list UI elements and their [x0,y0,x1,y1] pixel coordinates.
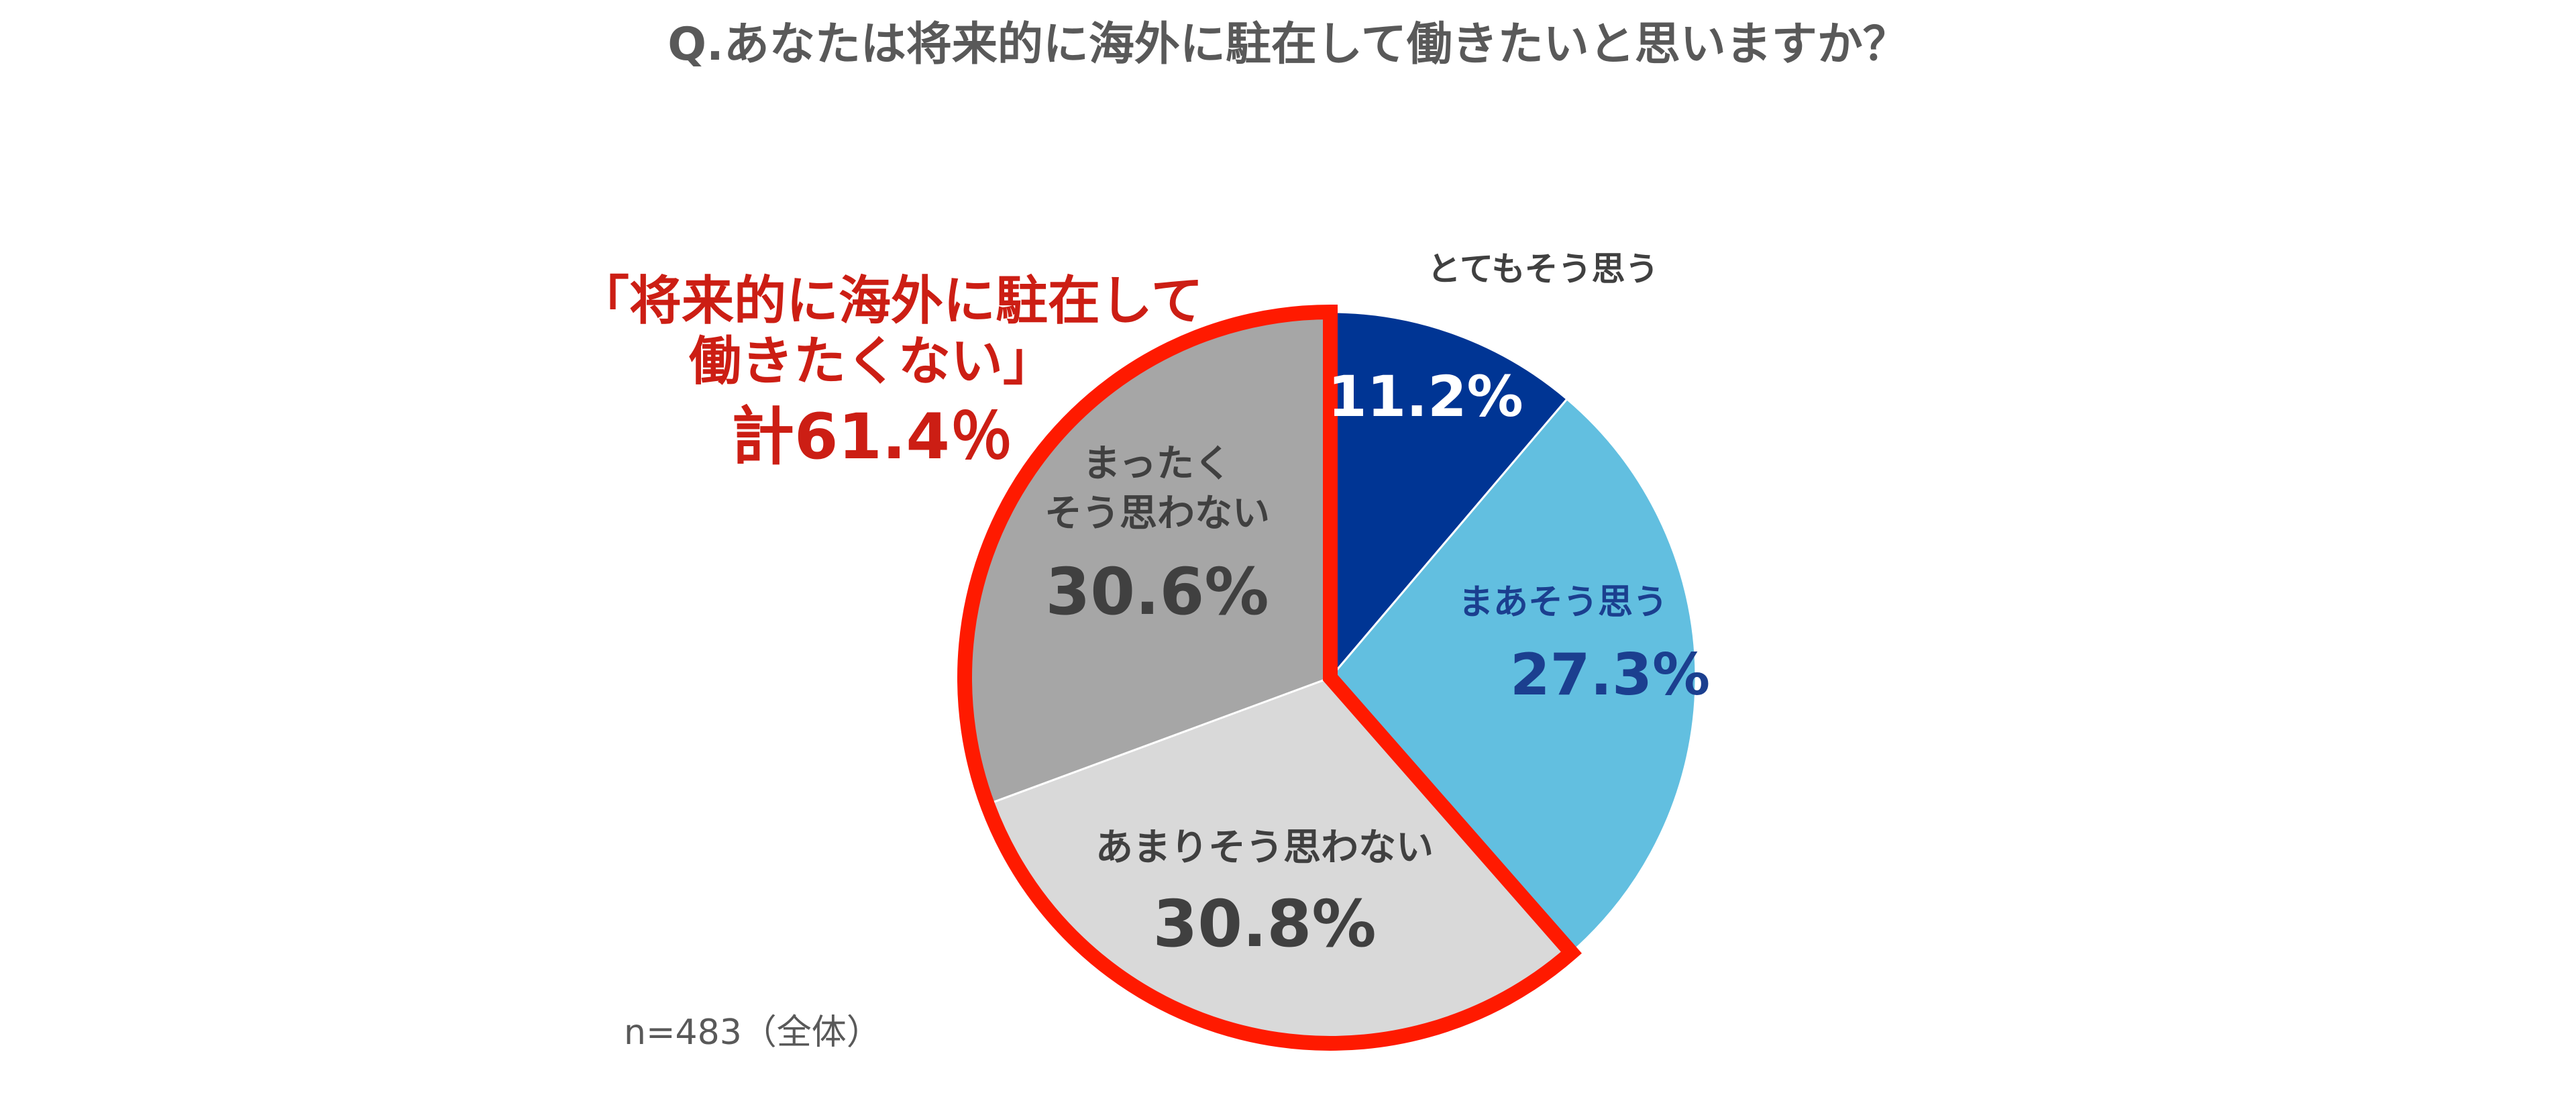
slice-label-3-line-1: あまりそう思わない [1095,826,1434,870]
pie-slice-1 [1329,311,1569,681]
callout-line-1: 「将来的に海外に駐在して [577,271,1203,331]
highlight-outline [957,304,1582,1051]
slice-label-4-line-1: まったく [1083,442,1232,486]
slice-value-2: 27.3% [1510,641,1710,709]
sample-size-note: n=483（全体） [624,1012,881,1053]
slice-label-2-line-1: まあそう思う [1458,582,1668,623]
callout-line-2: 働きたくない」 [688,331,1055,392]
highlight-callout: 「将来的に海外に駐在して 働きたくない」 計61.4％ [577,271,1203,474]
slice-label-1-line-1: とてもそう思う [1428,250,1659,289]
slice-value-4: 30.6% [1045,554,1269,629]
chart-title: Q.あなたは将来的に海外に駐在して働きたいと思いますか？ [667,18,1909,71]
slice-value-3: 30.8% [1152,886,1376,961]
slice-value-1: 11.2% [1328,364,1523,429]
callout-total: 計61.4％ [731,401,1013,474]
slice-label-4-line-2: そう思わない [1044,492,1270,535]
pie-slice-2 [1329,397,1697,954]
